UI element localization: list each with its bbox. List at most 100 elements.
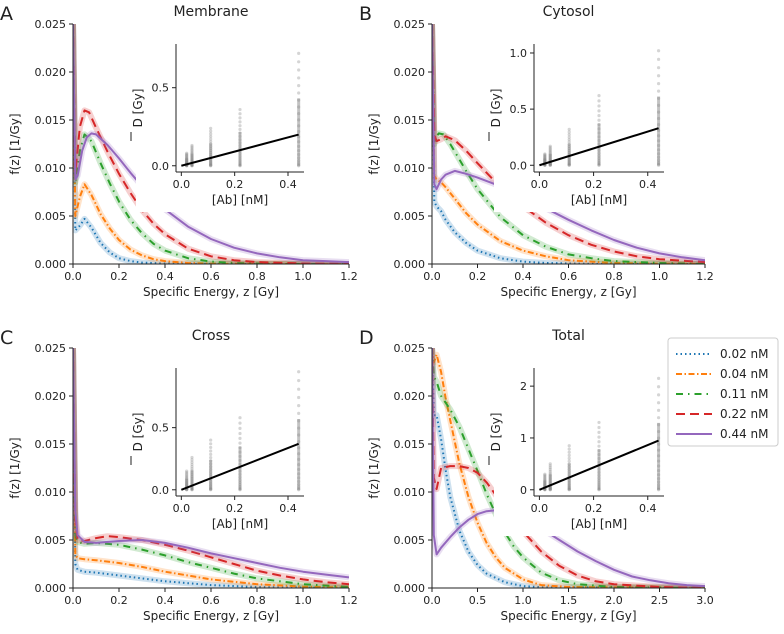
x-tick-label: 0.6 xyxy=(202,594,220,607)
inset-scatter-point xyxy=(185,153,189,157)
inset-scatter-point xyxy=(238,112,242,116)
inset-x-label: [Ab] [nM] xyxy=(212,517,268,531)
series-line-011nM xyxy=(73,348,349,588)
inset-scatter-point xyxy=(209,452,213,456)
inset-scatter-point xyxy=(238,421,242,425)
inset-scatter-point xyxy=(190,151,194,155)
y-tick-label: 0.020 xyxy=(35,66,67,79)
inset-x-tick-label: 0.0 xyxy=(173,178,191,191)
inset-scatter-point xyxy=(190,465,194,469)
inset-x-tick-label: 0.4 xyxy=(639,178,657,191)
inset-scatter-point xyxy=(238,416,242,420)
inset-scatter-point xyxy=(190,149,194,153)
inset-scatter-point xyxy=(297,91,301,95)
x-tick-label: 2.5 xyxy=(651,594,669,607)
x-tick-label: 1.0 xyxy=(294,270,312,283)
x-axis-label: Specific Energy, z [Gy] xyxy=(500,285,636,299)
legend-label: 0.22 nM xyxy=(720,407,769,421)
y-tick-label: 0.000 xyxy=(35,582,67,595)
x-axis-label: Specific Energy, z [Gy] xyxy=(143,285,279,299)
y-tick-label: 0.000 xyxy=(35,258,67,271)
inset-background xyxy=(136,38,312,212)
y-tick-label: 0.015 xyxy=(35,438,67,451)
y-tick-label: 0.010 xyxy=(35,162,67,175)
inset-y-tick-label: 2 xyxy=(520,380,527,393)
inset-scatter-point xyxy=(238,431,242,436)
inset-scatter-point xyxy=(297,84,301,88)
inset: 0.0 0.2 0.4 0.0 0.5 [Ab] [nM] D [Gy] xyxy=(130,38,312,212)
x-tick-label: 0.2 xyxy=(110,270,128,283)
inset-scatter-point xyxy=(209,438,213,442)
series-line-011nM xyxy=(432,348,705,588)
x-tick-label: 1.0 xyxy=(651,270,669,283)
y-tick-label: 0.005 xyxy=(35,210,67,223)
panel-c: 0.0 0.2 0.4 0.6 0.8 1.0 1.2 0.000 0.005 0.010 0.01… xyxy=(0,327,358,623)
inset-scatter-point xyxy=(656,49,661,53)
inset-scatter-point xyxy=(543,155,547,159)
series-line-022nM xyxy=(73,24,349,264)
x-tick-label: 0.2 xyxy=(110,594,128,607)
inset-y-tick-label: 1.0 xyxy=(510,47,528,60)
inset-scatter-point xyxy=(209,129,213,133)
x-tick-label: 0.4 xyxy=(156,594,174,607)
inset-y-label: D [Gy] xyxy=(489,89,503,128)
inset-scatter-point xyxy=(297,403,301,408)
inset-scatter-point xyxy=(543,472,547,476)
inset-x-label: [Ab] [nM] xyxy=(571,517,627,531)
y-tick-label: 0.025 xyxy=(394,342,426,355)
inset-x-tick-label: 0.4 xyxy=(639,502,657,515)
inset-scatter-point xyxy=(297,51,301,55)
x-tick-label: 0.5 xyxy=(469,594,487,607)
legend: 0.02 nM 0.04 nM 0.11 nM 0.22 nM 0.44 nM xyxy=(667,337,779,447)
y-axis-label: f(z) [1/Gy] xyxy=(367,113,381,174)
y-tick-label: 0.015 xyxy=(35,114,67,127)
x-tick-label: 0.8 xyxy=(248,594,266,607)
inset-scatter-point xyxy=(567,447,571,451)
inset-scatter-point xyxy=(548,462,552,466)
inset-y-tick-label: 1 xyxy=(520,432,527,445)
y-tick-label: 0.015 xyxy=(394,114,426,127)
panel-b: 0.0 0.2 0.4 0.6 0.8 1.0 1.20.0000.0050.0100.01… xyxy=(359,3,714,299)
inset-scatter-point xyxy=(543,476,547,480)
inset-scatter-point xyxy=(209,442,213,446)
inset-scatter-point xyxy=(209,134,213,139)
inset-scatter-point xyxy=(185,152,189,156)
inset-fit-line xyxy=(180,442,300,491)
inset-x-tick-label: 0.2 xyxy=(226,178,244,191)
x-tick-label: 0.0 xyxy=(64,594,82,607)
inset-scatter-point xyxy=(567,135,571,139)
inset-scatter-point xyxy=(656,376,661,380)
inset-scatter-point xyxy=(238,124,242,128)
y-tick-label: 0.020 xyxy=(394,390,426,403)
inset-scatter-point xyxy=(185,472,189,476)
panel-title: Membrane xyxy=(173,4,248,20)
inset-scatter-point xyxy=(548,467,552,472)
legend-label: 0.04 nM xyxy=(720,367,769,381)
inset-fit-line xyxy=(181,133,299,167)
inset-scatter-point xyxy=(597,444,601,448)
x-tick-label: 0.6 xyxy=(202,270,220,283)
inset-scatter-point xyxy=(656,401,661,405)
y-tick-label: 0.010 xyxy=(394,486,426,499)
inset-scatter-point xyxy=(297,60,301,64)
inset: 0.0 0.2 0.4 0.0 0.5 1.0 [Ab] [nM] D [Gy] xyxy=(488,38,672,212)
panel-title: Total xyxy=(551,328,585,344)
inset-x-label: [Ab] [nM] xyxy=(212,193,268,207)
legend-label: 0.44 nM xyxy=(720,427,769,441)
inset-y-tick-label: 0.5 xyxy=(510,103,528,116)
inset-scatter-point xyxy=(238,441,242,445)
x-tick-label: 0.8 xyxy=(248,270,266,283)
inset-scatter-point xyxy=(548,147,552,151)
inset-x-tick-label: 0.4 xyxy=(279,502,297,515)
series-line-004nM xyxy=(432,24,705,264)
inset-scatter-point xyxy=(656,74,661,78)
inset-scatter-point xyxy=(548,469,552,473)
inset-scatter-point xyxy=(567,140,571,144)
x-tick-label: 1.0 xyxy=(514,594,532,607)
series-line-044nM xyxy=(73,348,349,579)
series-line-011nM xyxy=(432,24,705,264)
inset: 0.0 0.2 0.4 0.0 0.5 [Ab] [nM] D [Gy] xyxy=(130,362,312,536)
inset-scatter-point xyxy=(209,449,213,453)
inset-scatter-point xyxy=(548,144,552,148)
